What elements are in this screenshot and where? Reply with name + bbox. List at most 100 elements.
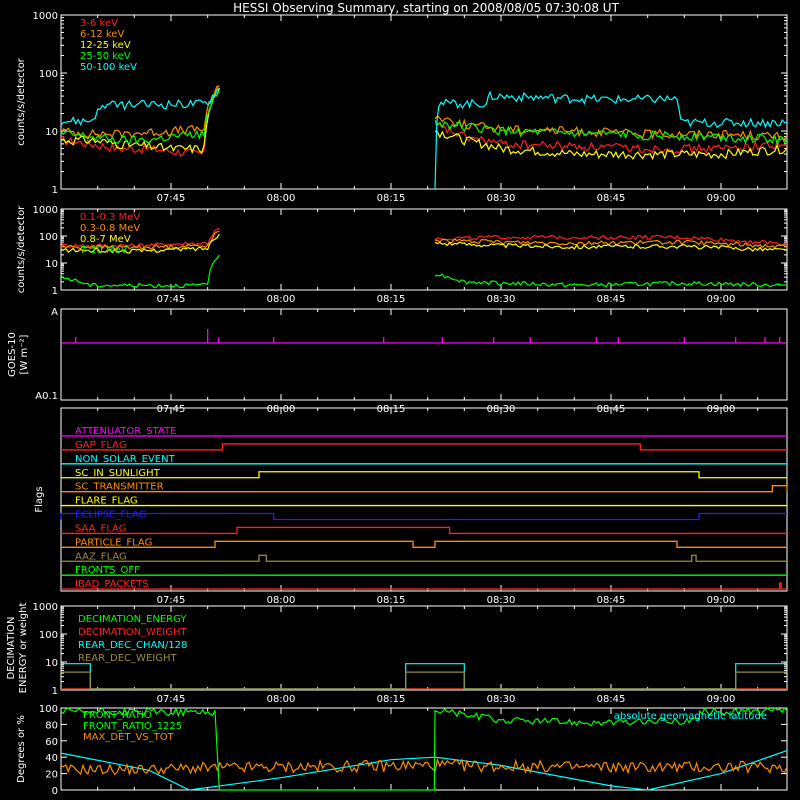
legend-entry: FRONT_RATIO xyxy=(83,710,152,721)
time-tick-label: 09:00 xyxy=(707,694,736,705)
series-line xyxy=(60,230,220,251)
time-tick-label: 08:30 xyxy=(487,294,516,305)
y-tick-label: 10 xyxy=(45,259,58,270)
y-axis-label: GOES-10 xyxy=(7,332,18,377)
series-line xyxy=(60,87,220,126)
panel-low-energy-rates: 07:45 08:00 08:15 08:30 08:45 09:00 1 10 100 1000… xyxy=(16,11,788,204)
legend-entry: 7-20 MeV xyxy=(80,245,128,256)
legend-entry: 0.1-0.3 MeV xyxy=(80,212,140,223)
time-tick-label: 08:45 xyxy=(597,294,626,305)
y-axis-label: counts/s/detector xyxy=(16,57,27,145)
figure-title: HESSI Observing Summary, starting on 200… xyxy=(233,1,619,15)
legend-entry: 50-100 keV xyxy=(80,62,137,73)
series-line xyxy=(434,241,788,252)
y-axis-label: counts/s/detector xyxy=(16,205,27,293)
y-axis-label: ENERGY or weight xyxy=(18,603,29,694)
flag-line xyxy=(61,554,787,562)
series-line xyxy=(60,87,220,155)
flag-line xyxy=(61,471,787,479)
time-tick-label: 08:30 xyxy=(487,193,516,204)
time-tick-label: 08:00 xyxy=(267,694,296,705)
series-line xyxy=(434,120,788,147)
flag-label: SAA_FLAG xyxy=(75,523,126,534)
y-tick-label: 10 xyxy=(45,127,58,138)
time-tick-label: 07:45 xyxy=(157,595,186,606)
series-line xyxy=(434,273,788,288)
y-axis-label: Degrees or % xyxy=(16,715,27,783)
legend-entry: FRONT_RATIO_1225 xyxy=(83,721,182,732)
series-line xyxy=(434,130,788,161)
y-tick-label: 0 xyxy=(52,786,58,797)
series-line xyxy=(60,90,220,145)
flag-label: NON_SOLAR_EVENT xyxy=(75,454,176,465)
series-line xyxy=(434,122,788,155)
series-line xyxy=(60,254,220,289)
y-tick-label: 1 xyxy=(52,286,58,297)
y-tick-label: 100 xyxy=(39,232,58,243)
legend-entry: DECIMATION_ENERGY xyxy=(78,614,187,625)
flag-label: SC_TRANSMITTER xyxy=(75,482,164,493)
y-axis-label-units: [W m⁻²] xyxy=(19,334,30,374)
flag-line xyxy=(61,582,787,590)
y-tick-label: 60 xyxy=(45,737,58,748)
time-tick-label: 09:00 xyxy=(707,595,736,606)
panel-frame xyxy=(60,308,788,401)
flag-label: ATTENUATOR_STATE xyxy=(75,426,176,437)
flag-line xyxy=(61,485,788,493)
flag-label: IBAD_PACKETS xyxy=(75,579,149,590)
y-tick-label: 1000 xyxy=(33,602,58,613)
panel-geo: Degrees or % 0 20 40 60 80 100 FRONT_RATIOFRONT… xyxy=(16,704,788,797)
y-tick-label: 1 xyxy=(52,686,58,697)
legend-entry: DECIMATION_WEIGHT xyxy=(78,627,187,638)
time-tick-label: 08:15 xyxy=(377,694,406,705)
flag-line xyxy=(61,526,787,535)
latitude-annotation: absolute geomagnetic latitude xyxy=(614,711,767,722)
time-tick-label: 08:45 xyxy=(597,595,626,606)
flag-label: ECLIPSE_FLAG xyxy=(75,510,146,521)
time-tick-label: 08:00 xyxy=(267,595,296,606)
flag-label: FLARE_FLAG xyxy=(75,496,138,507)
series-line xyxy=(60,233,220,254)
time-tick-label: 07:45 xyxy=(157,294,186,305)
time-tick-label: 08:45 xyxy=(597,694,626,705)
panel-frame xyxy=(60,605,788,691)
y-tick-label: 100 xyxy=(39,69,58,80)
flag-line xyxy=(61,443,787,451)
legend-entry: 0.3-0.8 MeV xyxy=(80,223,140,234)
time-tick-label: 08:15 xyxy=(377,193,406,204)
flag-label: GAP_FLAG xyxy=(75,440,127,451)
y-tick-label: 100 xyxy=(39,704,58,715)
y-tick-label: 1 xyxy=(52,185,58,196)
panel-high-energy-rates: 07:45 08:00 08:15 08:30 08:45 09:00 1 10 100 1000… xyxy=(16,205,788,305)
legend-entry: 6-12 keV xyxy=(80,29,124,40)
y-tick-label: 100 xyxy=(39,630,58,641)
flag-label: SC_IN_SUNLIGHT xyxy=(75,468,161,479)
panels-group: 07:45 08:00 08:15 08:30 08:45 09:001101001000… xyxy=(6,11,788,797)
time-tick-label: 07:45 xyxy=(157,694,186,705)
time-tick-label: 08:00 xyxy=(267,193,296,204)
flag-line xyxy=(60,512,787,521)
y-tick-label: A0.1 xyxy=(35,391,58,402)
time-tick-label: 08:30 xyxy=(487,595,516,606)
series-line xyxy=(61,671,787,690)
legend-entry: 3-6 keV xyxy=(80,18,118,29)
max-det-line xyxy=(60,757,788,777)
time-tick-label: 07:45 xyxy=(157,193,186,204)
flag-label: FRONTS_OFF xyxy=(75,565,140,576)
panel-decimation: 07:45 08:00 08:15 08:30 08:45 09:00 1 10 100 1000… xyxy=(6,602,788,705)
y-tick-label: A xyxy=(51,307,58,318)
time-tick-label: 09:00 xyxy=(707,294,736,305)
front-ratio-line xyxy=(60,706,788,791)
time-tick-label: 08:15 xyxy=(377,294,406,305)
flag-line xyxy=(61,540,787,548)
y-tick-label: 40 xyxy=(45,753,58,764)
legend-entry: 0.8-7 MeV xyxy=(80,234,131,245)
y-axis-label: Flags xyxy=(34,486,45,512)
y-axis-label: DECIMATION xyxy=(6,616,17,679)
series-line xyxy=(434,238,788,249)
time-tick-label: 08:30 xyxy=(487,694,516,705)
series-line xyxy=(434,90,788,190)
y-tick-label: 80 xyxy=(45,720,58,731)
panel-frame xyxy=(60,14,788,190)
